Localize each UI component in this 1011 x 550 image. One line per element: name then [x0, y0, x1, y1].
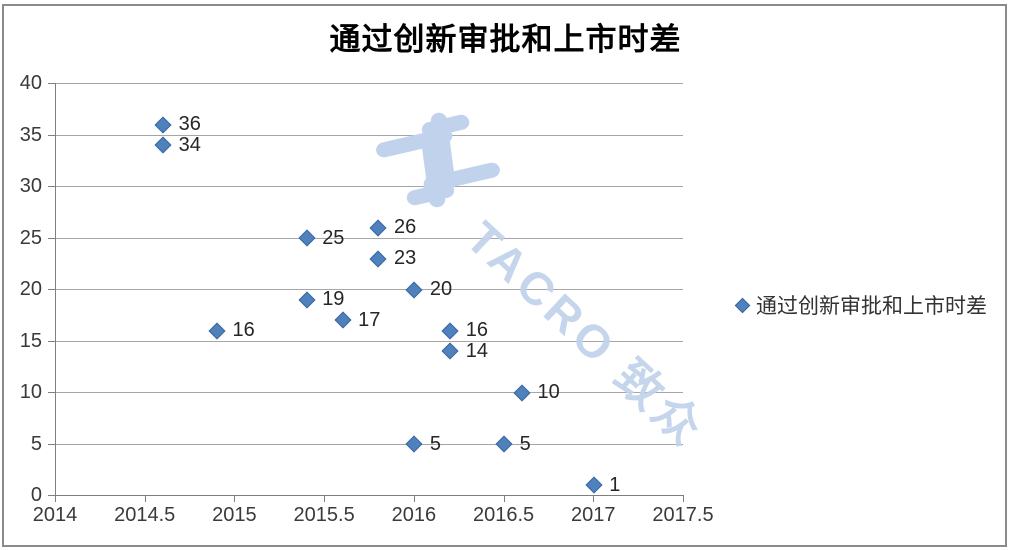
y-axis-tick-label: 30: [19, 175, 42, 197]
data-point-label: 34: [178, 133, 201, 156]
x-axis-tick-label: 2016.5: [472, 504, 535, 526]
x-axis-tick: [55, 495, 56, 502]
x-axis-tick: [413, 495, 415, 502]
y-axis-tick: [48, 392, 55, 393]
x-axis-tick-label: 2017: [571, 504, 616, 526]
y-axis-tick-label: 25: [19, 226, 42, 249]
y-axis-tick-label: 5: [30, 432, 42, 455]
data-point-label: 5: [429, 432, 441, 455]
data-point-label: 5: [519, 432, 531, 455]
gridline: [55, 443, 683, 445]
data-point-label: 20: [429, 278, 453, 300]
gridline: [55, 83, 683, 84]
y-axis-tick-label: 0: [30, 484, 42, 506]
legend-series-label: 通过创新审批和上市时差: [756, 294, 987, 318]
x-axis-tick: [324, 495, 326, 502]
chart-border-frame: [2, 4, 1007, 547]
x-axis-tick: [144, 495, 146, 502]
y-axis-tick: [48, 443, 55, 445]
tacro-logo-watermark-icon: [376, 112, 500, 208]
y-axis-tick-label: 40: [19, 72, 42, 94]
y-axis-line: [55, 83, 56, 495]
data-point-label: 1: [609, 473, 621, 496]
x-axis-tick-label: 2015.5: [293, 504, 355, 526]
data-point-label: 10: [537, 381, 560, 403]
y-axis-tick-label: 10: [19, 381, 42, 403]
gridline: [55, 340, 683, 342]
data-point-label: 17: [358, 308, 381, 331]
data-point-label: 14: [465, 339, 488, 362]
gridline: [55, 186, 683, 187]
y-axis-tick: [48, 289, 55, 290]
x-axis-tick: [503, 495, 505, 502]
y-axis-tick: [48, 495, 55, 496]
gridline: [55, 289, 683, 290]
y-axis-tick: [48, 237, 55, 239]
gridline: [55, 134, 683, 136]
y-axis-tick: [48, 340, 55, 342]
data-point-label: 23: [393, 247, 417, 270]
x-axis-line: [55, 495, 683, 496]
chart-title: 通过创新审批和上市时差: [329, 22, 682, 57]
x-axis-tick: [683, 495, 684, 502]
x-axis-tick-label: 2015: [212, 504, 257, 526]
legend-diamond-icon: [734, 297, 751, 313]
data-point-label: 25: [322, 226, 345, 249]
x-axis-tick: [593, 495, 595, 502]
x-axis-tick-label: 2016: [391, 504, 437, 526]
data-point-label: 26: [393, 216, 417, 239]
y-axis-tick: [48, 134, 55, 136]
data-point-label: 19: [322, 288, 345, 311]
x-axis-tick: [234, 495, 236, 502]
data-point-label: 16: [232, 319, 255, 342]
x-axis-tick-label: 2014.5: [114, 504, 176, 526]
y-axis-tick: [48, 186, 55, 187]
data-point-label: 16: [465, 319, 488, 342]
legend: 通过创新审批和上市时差: [734, 290, 987, 320]
gridline: [55, 392, 683, 393]
y-axis-tick-label: 15: [19, 329, 42, 352]
gridline: [55, 237, 683, 239]
y-axis-tick-label: 35: [19, 123, 42, 146]
data-point-label: 36: [178, 113, 201, 136]
x-axis-tick-label: 2014: [32, 504, 78, 526]
y-axis-tick-label: 20: [19, 278, 42, 300]
y-axis-tick: [48, 83, 55, 84]
x-axis-tick-label: 2017.5: [652, 504, 714, 526]
